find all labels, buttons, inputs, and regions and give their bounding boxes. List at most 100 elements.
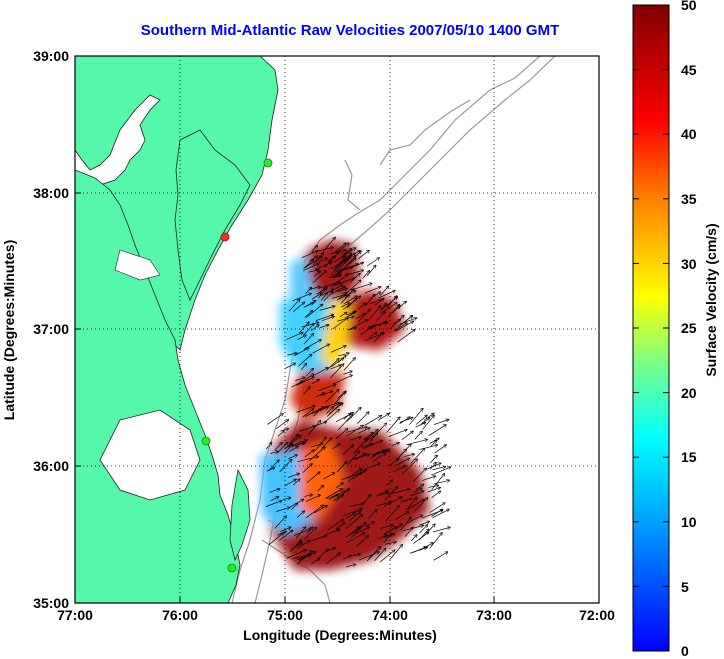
velocity-vector (397, 301, 407, 310)
velocity-vector (276, 508, 289, 512)
colorbar-tick-label: 5 (681, 579, 689, 595)
velocity-vector (332, 444, 339, 450)
velocity-vector (336, 256, 351, 272)
velocity-vector (334, 243, 346, 253)
velocity-vector (345, 253, 355, 259)
velocity-vector (265, 501, 282, 507)
velocity-vector (312, 368, 328, 377)
velocity-vector (329, 495, 338, 500)
velocity-vector (289, 446, 299, 452)
velocity-vector (366, 258, 379, 267)
velocity-vector (343, 555, 351, 560)
velocity-vector (377, 490, 388, 496)
velocity-vector (304, 527, 317, 540)
velocity-vector (302, 323, 314, 336)
velocity-vector (325, 529, 340, 535)
velocity-vector (395, 524, 402, 530)
velocity-vector (404, 527, 413, 537)
velocity-vector (311, 536, 326, 542)
radar-stations (201, 158, 273, 573)
velocity-vector (396, 458, 409, 466)
velocity-vector (286, 550, 306, 559)
velocity-vector (372, 450, 385, 456)
velocity-vector (375, 311, 385, 322)
velocity-vector (337, 316, 354, 322)
velocity-vector (412, 547, 426, 553)
velocity-vector (401, 459, 417, 475)
velocity-vector (341, 473, 362, 481)
velocity-vector (362, 495, 371, 506)
velocity-vector (348, 468, 361, 479)
velocity-vector (346, 312, 355, 316)
velocity-vector (367, 510, 377, 520)
velocity-vector (397, 330, 415, 343)
velocity-vector (413, 468, 426, 482)
velocity-vector (320, 391, 332, 397)
velocity-vector (274, 516, 287, 529)
colorbar-tick-label: 50 (681, 0, 697, 13)
velocity-vector (304, 450, 314, 458)
velocity-vector (366, 522, 374, 527)
velocity-vector (292, 554, 312, 560)
velocity-vector (432, 509, 449, 519)
velocity-vector (346, 270, 363, 276)
velocity-vector (367, 325, 377, 329)
velocity-vector (335, 523, 345, 530)
velocity-vector (434, 445, 446, 454)
velocity-vector (302, 409, 314, 418)
velocity-vector (407, 499, 424, 510)
velocity-vector (386, 417, 400, 433)
velocity-vector (303, 340, 321, 350)
velocity-vector (330, 364, 343, 379)
velocity-vector (318, 258, 327, 263)
velocity-vector (302, 464, 312, 473)
velocity-vector (390, 316, 404, 329)
y-tick-label: 36:00 (33, 458, 69, 474)
velocity-vector (346, 408, 361, 422)
velocity-vector (345, 280, 361, 294)
velocity-vector (301, 322, 319, 328)
velocity-vector (415, 415, 427, 425)
velocity-vector (270, 497, 279, 501)
velocity-vector (429, 503, 445, 513)
y-tick-label: 35:00 (33, 595, 69, 611)
velocity-vector (305, 407, 324, 417)
velocity-vector (331, 358, 343, 368)
velocity-vector (298, 322, 309, 334)
velocity-vector (419, 525, 428, 534)
velocity-vector (429, 438, 439, 444)
velocity-vector (369, 332, 377, 338)
velocity-vector (361, 444, 373, 448)
velocity-vector (295, 527, 305, 539)
velocity-vector (433, 420, 449, 425)
velocity-vector (326, 404, 340, 417)
colorbar-tick-label: 20 (681, 385, 697, 401)
velocity-vector (284, 479, 296, 487)
velocity-vector (379, 303, 397, 315)
y-axis-title: Latitude (Degrees:Minutes) (1, 240, 17, 420)
velocity-vector (333, 256, 345, 271)
velocity-vector (265, 443, 271, 450)
velocity-vector (406, 515, 423, 524)
velocity-vector (311, 380, 319, 384)
velocity-vector (306, 472, 320, 484)
velocity-vector (268, 460, 279, 472)
velocity-vector (352, 554, 360, 556)
velocity-vector (372, 453, 386, 462)
velocity-vector (277, 430, 284, 437)
velocity-vector (308, 270, 318, 273)
velocity-vector (297, 354, 311, 367)
y-tick-label: 37:00 (33, 321, 69, 337)
velocity-vector (341, 258, 355, 271)
velocity-vector (427, 488, 440, 493)
velocity-vector (268, 533, 284, 545)
velocity-vector (305, 369, 313, 377)
station-marker-red (220, 232, 230, 242)
velocity-vector (292, 443, 306, 447)
velocity-vector (414, 431, 422, 440)
velocity-vector (312, 344, 330, 354)
velocity-vector (346, 533, 365, 544)
velocity-vector (323, 410, 339, 424)
station-marker-north (263, 158, 273, 168)
